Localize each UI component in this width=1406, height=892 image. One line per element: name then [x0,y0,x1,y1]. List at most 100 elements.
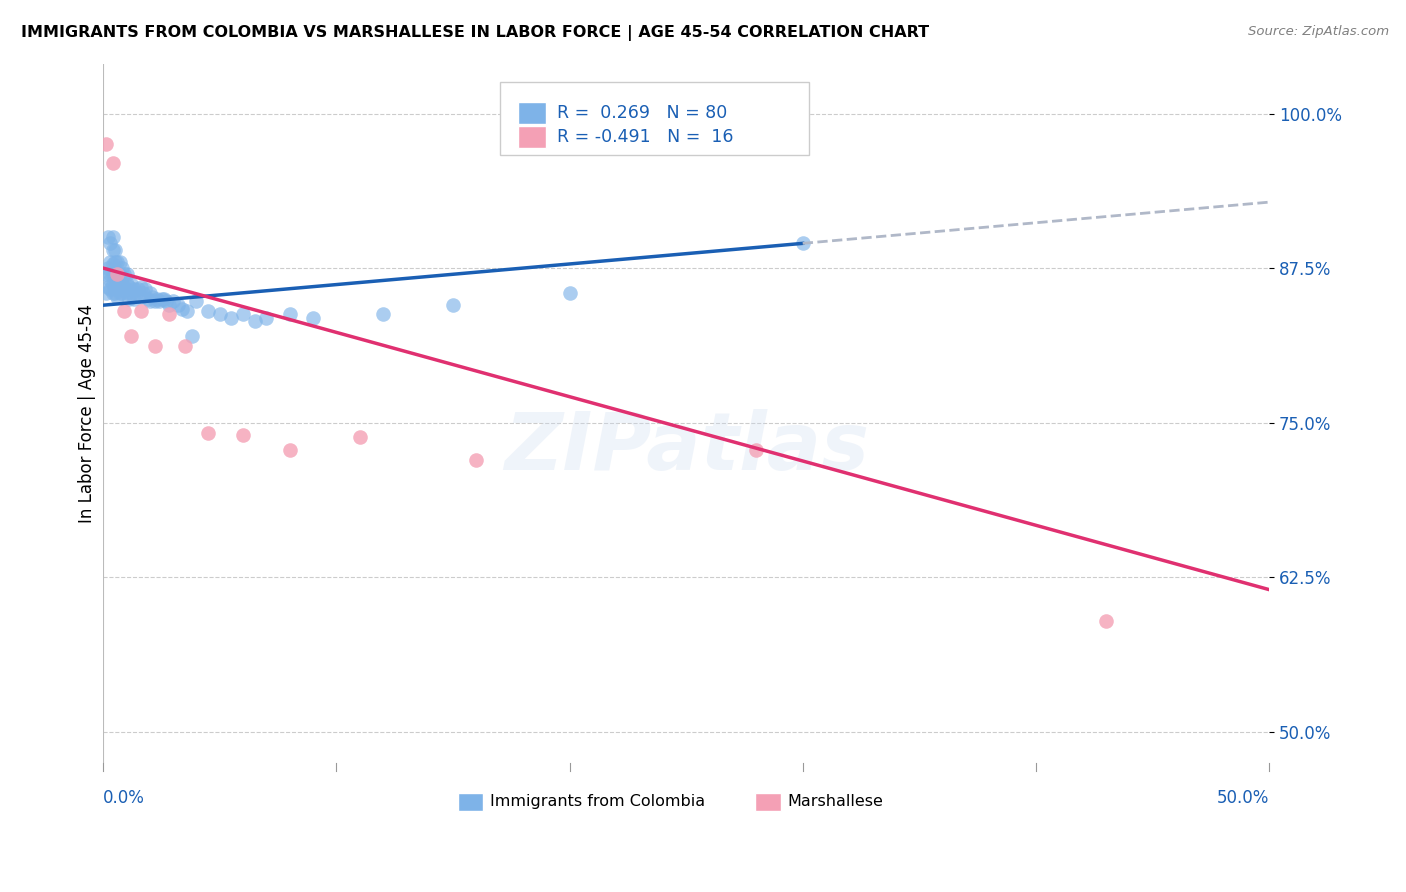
Point [232,307,254,321]
Point [148,294,170,309]
Point [98,273,121,287]
Point [115,277,138,292]
Point [105,277,128,292]
Point [108,267,131,281]
Point [172,301,194,316]
Point [94,267,117,281]
Point [157,307,180,321]
Point [112,279,135,293]
FancyBboxPatch shape [755,793,780,811]
Point [127,282,149,296]
Point [254,310,277,325]
Point [232,428,254,442]
Point [141,289,163,303]
Point [105,267,128,281]
Point [98,236,121,251]
Point [129,289,152,303]
Text: IMMIGRANTS FROM COLOMBIA VS MARSHALLESE IN LABOR FORCE | AGE 45-54 CORRELATION C: IMMIGRANTS FROM COLOMBIA VS MARSHALLESE … [21,25,929,41]
Text: Source: ZipAtlas.com: Source: ZipAtlas.com [1249,25,1389,38]
Point [155,294,177,309]
Point [94,137,117,152]
Point [558,285,581,300]
Point [120,285,142,300]
Text: R =  0.269   N = 80: R = 0.269 N = 80 [557,103,727,122]
Point [101,156,124,170]
Point [112,267,135,281]
Point [132,285,155,300]
Point [243,314,266,328]
Point [157,298,180,312]
Point [349,430,371,444]
Point [139,294,162,309]
Point [108,255,131,269]
Point [162,294,184,309]
Point [118,292,141,306]
Point [186,294,208,309]
Point [98,255,121,269]
Y-axis label: In Labor Force | Age 45-54: In Labor Force | Age 45-54 [79,304,96,523]
Point [153,292,176,306]
Point [197,304,219,318]
Point [120,329,142,343]
Point [105,255,128,269]
Point [104,272,127,286]
Point [108,277,131,292]
Text: Marshallese: Marshallese [787,794,883,809]
Point [101,243,124,257]
FancyBboxPatch shape [457,793,484,811]
Point [105,289,128,303]
Point [101,257,124,271]
Point [1095,614,1118,628]
Point [371,307,394,321]
Point [105,282,128,296]
Point [221,310,243,325]
Point [104,285,127,300]
Point [122,292,145,306]
Point [278,442,301,457]
Point [129,279,152,293]
Point [111,285,134,300]
Point [104,279,127,293]
Point [139,285,162,300]
Point [97,261,120,276]
Point [180,329,202,343]
Point [143,294,166,309]
Point [101,277,124,292]
Point [173,339,195,353]
FancyBboxPatch shape [519,102,547,124]
Point [94,285,117,300]
Point [208,307,231,321]
Point [98,267,121,281]
Point [101,230,124,244]
Point [97,230,120,244]
Point [129,304,152,318]
Point [176,304,198,318]
Point [146,292,169,306]
Point [197,425,219,440]
Point [104,265,127,279]
Text: 0.0%: 0.0% [103,789,145,807]
Point [111,277,134,292]
Point [98,282,121,296]
Point [302,310,325,325]
Point [134,282,156,296]
Point [166,298,188,312]
FancyBboxPatch shape [499,81,808,155]
Text: Immigrants from Colombia: Immigrants from Colombia [491,794,706,809]
Point [112,304,135,318]
Point [111,261,134,276]
Point [101,285,124,300]
Point [115,267,138,281]
Point [125,285,148,300]
Point [108,285,131,300]
Text: 50.0%: 50.0% [1216,789,1270,807]
Point [745,442,768,457]
Point [465,452,488,467]
Text: ZIPatlas: ZIPatlas [503,409,869,487]
Point [150,292,173,306]
FancyBboxPatch shape [519,126,547,148]
Point [143,339,166,353]
Point [101,267,124,281]
Point [104,255,127,269]
Point [278,307,301,321]
